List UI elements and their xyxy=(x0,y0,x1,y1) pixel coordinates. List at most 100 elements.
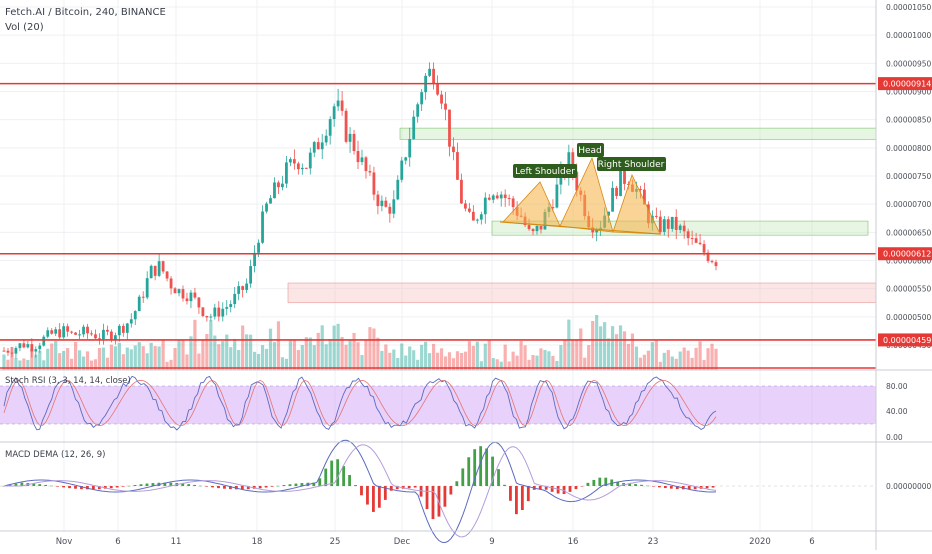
candle-body[interactable] xyxy=(456,152,459,180)
candle-body[interactable] xyxy=(332,106,336,120)
candle-body[interactable] xyxy=(6,350,10,353)
candle-body[interactable] xyxy=(479,214,483,220)
candle-body[interactable] xyxy=(153,265,157,276)
candle-body[interactable] xyxy=(300,167,304,170)
candle-body[interactable] xyxy=(607,211,611,216)
candle-body[interactable] xyxy=(356,151,360,163)
candle-body[interactable] xyxy=(66,326,70,332)
candle-body[interactable] xyxy=(129,319,133,324)
candle-body[interactable] xyxy=(639,188,642,190)
candle-body[interactable] xyxy=(121,325,125,333)
macd-signal-line[interactable] xyxy=(4,444,717,538)
candle-body[interactable] xyxy=(674,216,678,230)
candle-body[interactable] xyxy=(324,135,328,143)
candle-body[interactable] xyxy=(336,100,340,107)
candle-body[interactable] xyxy=(261,211,264,243)
candle-body[interactable] xyxy=(475,219,479,221)
candle-body[interactable] xyxy=(702,244,706,253)
candle-body[interactable] xyxy=(388,206,392,214)
candle-body[interactable] xyxy=(654,215,658,217)
candle-body[interactable] xyxy=(595,230,599,233)
candle-body[interactable] xyxy=(197,297,201,308)
candle-body[interactable] xyxy=(217,307,221,317)
candle-body[interactable] xyxy=(499,194,503,199)
candle-body[interactable] xyxy=(2,350,6,352)
candle-body[interactable] xyxy=(714,262,718,267)
candle-body[interactable] xyxy=(483,197,487,215)
candle-body[interactable] xyxy=(412,116,416,140)
candle-body[interactable] xyxy=(26,344,30,348)
candle-body[interactable] xyxy=(50,330,54,334)
horizontal-levels[interactable] xyxy=(0,82,876,369)
candle-body[interactable] xyxy=(257,242,260,253)
candle-body[interactable] xyxy=(352,133,356,152)
candle-body[interactable] xyxy=(102,329,105,339)
candle-body[interactable] xyxy=(106,329,109,332)
candle-body[interactable] xyxy=(98,338,101,340)
candle-body[interactable] xyxy=(571,152,575,172)
macd-axis[interactable]: 0.00000000 xyxy=(886,482,932,491)
candle-body[interactable] xyxy=(491,195,495,200)
candle-body[interactable] xyxy=(157,261,161,276)
candle-body[interactable] xyxy=(495,195,499,199)
candle-body[interactable] xyxy=(62,326,66,338)
candle-body[interactable] xyxy=(698,242,702,245)
candle-body[interactable] xyxy=(189,292,193,302)
candle-body[interactable] xyxy=(90,333,93,335)
macd-line[interactable] xyxy=(3,439,717,544)
candle-body[interactable] xyxy=(273,182,276,199)
candle-body[interactable] xyxy=(408,139,412,158)
annotation-left-shoulder[interactable]: Left Shoulder xyxy=(513,164,577,178)
candle-body[interactable] xyxy=(141,296,145,298)
annotation-right-shoulder[interactable]: Right Shoulder xyxy=(597,157,666,171)
candle-body[interactable] xyxy=(281,183,284,188)
candle-body[interactable] xyxy=(328,119,332,136)
candle-body[interactable] xyxy=(312,142,316,153)
candle-body[interactable] xyxy=(22,343,26,348)
candle-body[interactable] xyxy=(539,225,543,230)
candle-body[interactable] xyxy=(527,225,531,230)
candle-body[interactable] xyxy=(245,283,249,290)
candle-body[interactable] xyxy=(221,308,225,317)
stoch-rsi-axis[interactable]: 80.00 40.00 0.00 xyxy=(886,382,908,442)
candle-body[interactable] xyxy=(181,289,185,299)
candle-body[interactable] xyxy=(428,68,432,76)
candle-body[interactable] xyxy=(682,225,686,232)
candle-body[interactable] xyxy=(149,265,153,279)
right-shoulder-triangle[interactable] xyxy=(612,173,661,235)
candle-body[interactable] xyxy=(694,238,698,243)
candle-body[interactable] xyxy=(384,200,388,207)
candle-body[interactable] xyxy=(615,187,618,196)
candle-body[interactable] xyxy=(487,197,491,200)
candle-body[interactable] xyxy=(368,171,372,173)
candle-body[interactable] xyxy=(193,292,197,298)
stoch-rsi-pane[interactable] xyxy=(0,375,876,431)
candle-body[interactable] xyxy=(400,160,404,180)
candle-body[interactable] xyxy=(452,146,455,153)
candle-body[interactable] xyxy=(360,157,364,163)
candle-body[interactable] xyxy=(436,83,439,95)
candle-body[interactable] xyxy=(42,336,46,346)
candle-body[interactable] xyxy=(233,293,237,305)
candle-body[interactable] xyxy=(662,219,666,232)
candle-body[interactable] xyxy=(277,182,280,188)
candle-body[interactable] xyxy=(185,298,189,302)
candle-body[interactable] xyxy=(10,352,14,354)
candle-body[interactable] xyxy=(173,288,177,294)
candle-body[interactable] xyxy=(117,325,121,336)
candle-body[interactable] xyxy=(34,349,38,352)
candle-body[interactable] xyxy=(292,159,296,164)
candle-body[interactable] xyxy=(686,231,690,239)
candle-body[interactable] xyxy=(74,332,77,335)
candle-body[interactable] xyxy=(611,187,614,212)
candle-body[interactable] xyxy=(619,170,622,196)
candle-body[interactable] xyxy=(348,133,352,142)
candle-body[interactable] xyxy=(78,334,81,336)
candle-body[interactable] xyxy=(209,316,213,318)
candle-body[interactable] xyxy=(133,311,137,320)
candle-body[interactable] xyxy=(376,194,380,207)
candle-body[interactable] xyxy=(58,329,62,338)
candle-body[interactable] xyxy=(392,199,396,214)
candle-body[interactable] xyxy=(205,315,209,318)
